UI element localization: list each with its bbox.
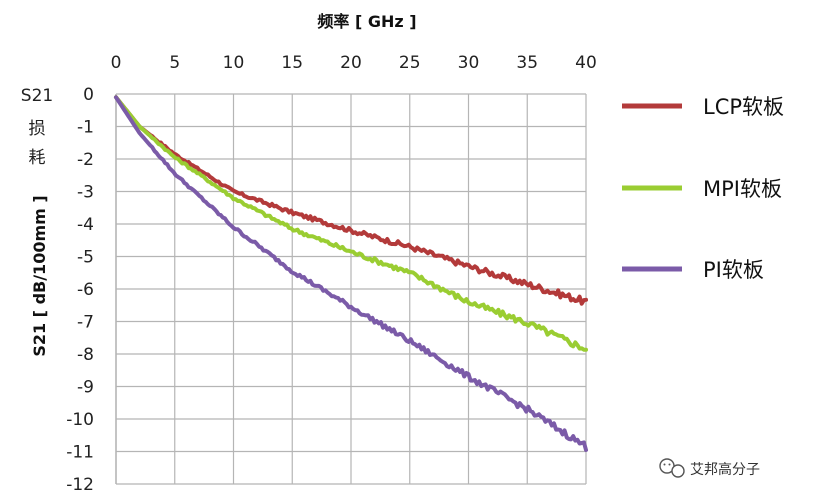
y-axis-title: S21 [ dB/100mm ] [30,195,49,356]
y-tick-label: -4 [77,215,94,235]
watermark: 艾邦高分子 [659,458,760,478]
y-side-label-part: S21 [21,86,53,106]
x-tick-label: 15 [281,53,303,73]
x-tick-label: 30 [458,53,480,73]
plot-grid [115,93,587,485]
wechat-icon [659,458,685,478]
x-tick-label: 25 [399,53,421,73]
x-tick-label: 10 [223,53,245,73]
y-tick-label: -1 [77,118,94,138]
x-tick-label: 20 [340,53,362,73]
legend: LCP软板 MPI软板 PI软板 [622,95,784,282]
y-tick-labels: 0 -1 -2 -3 -4 -5 -6 -7 -8 -9 -10 -11 -12 [66,85,94,495]
legend-label: LCP软板 [703,95,784,119]
x-tick-label: 40 [575,53,597,73]
watermark-text: 艾邦高分子 [690,461,760,478]
legend-item: PI软板 [622,258,764,282]
legend-label: MPI软板 [703,177,782,201]
x-tick-label: 35 [516,53,538,73]
legend-label: PI软板 [703,258,764,282]
x-tick-labels: 0 5 10 15 20 25 30 35 40 [111,53,597,73]
y-tick-label: -6 [77,280,94,300]
x-tick-label: 5 [169,53,180,73]
y-tick-label: -3 [77,183,94,203]
series-line [114,95,588,306]
series-line [114,95,588,452]
y-tick-label: -7 [77,313,94,333]
legend-item: MPI软板 [622,177,782,201]
y-tick-label: 0 [83,85,94,105]
y-tick-label: -9 [77,378,94,398]
y-tick-label: -2 [77,150,94,170]
y-tick-label: -12 [66,475,94,495]
legend-item: LCP软板 [622,95,784,119]
y-side-label: S21 损耗 [21,86,53,168]
x-axis-title: 频率 [ GHz ] [317,12,416,31]
y-tick-label: -10 [66,410,94,430]
series-lines [114,95,588,452]
y-tick-label: -5 [77,248,94,268]
y-side-label-part: 耗 [29,148,46,168]
y-side-label-part: 损 [29,119,46,139]
series-line [114,95,588,352]
x-tick-label: 0 [111,53,122,73]
y-tick-label: -8 [77,345,94,365]
y-tick-label: -11 [66,443,94,463]
